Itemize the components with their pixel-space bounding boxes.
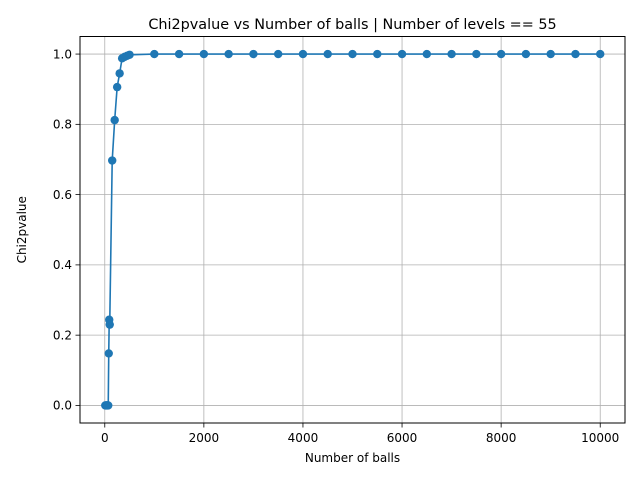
data-point xyxy=(496,49,506,59)
data-point xyxy=(472,49,481,59)
data-point xyxy=(596,49,605,59)
data-point xyxy=(104,349,113,358)
data-point xyxy=(571,49,580,59)
data-point xyxy=(249,49,258,59)
data-point xyxy=(150,49,159,59)
data-point xyxy=(323,49,332,59)
data-point xyxy=(104,401,113,410)
x-tick-label: 6000 xyxy=(387,431,418,445)
y-tick-label: 0.8 xyxy=(53,118,72,132)
x-tick-label: 4000 xyxy=(288,431,319,445)
x-axis: 0 2000 4000 6000 8000 10000 xyxy=(101,423,619,445)
data-point xyxy=(110,115,119,125)
data-point xyxy=(112,82,122,92)
y-axis: 0.0 0.2 0.4 0.6 0.8 1.0 xyxy=(53,47,80,413)
y-tick-label: 1.0 xyxy=(53,47,72,61)
data-point xyxy=(199,49,209,59)
x-tick-label: 2000 xyxy=(189,431,220,445)
marker-layer xyxy=(101,49,605,410)
data-point xyxy=(105,320,114,329)
x-tick-label: 8000 xyxy=(486,431,517,445)
data-point xyxy=(447,49,456,59)
data-point xyxy=(422,49,432,59)
data-point xyxy=(174,49,184,59)
data-point xyxy=(373,49,382,59)
data-point xyxy=(348,49,357,59)
chart-title: Chi2pvalue vs Number of balls | Number o… xyxy=(148,17,556,33)
plot-frame xyxy=(79,36,626,424)
y-tick-label: 0.4 xyxy=(53,258,72,272)
data-point xyxy=(397,49,407,59)
data-point xyxy=(115,69,124,78)
data-point xyxy=(546,49,555,59)
y-tick-label: 0.2 xyxy=(53,328,72,342)
x-axis-label: Number of balls xyxy=(305,451,400,465)
y-tick-label: 0.0 xyxy=(53,399,72,413)
y-tick-label: 0.6 xyxy=(53,188,72,202)
data-point xyxy=(125,50,134,59)
data-point xyxy=(298,49,308,59)
y-axis-label: Chi2pvalue xyxy=(15,196,29,263)
data-point xyxy=(224,49,233,59)
x-tick-label: 0 xyxy=(101,431,109,445)
x-tick-label: 10000 xyxy=(581,431,619,445)
data-point xyxy=(273,49,283,59)
data-point xyxy=(521,49,531,59)
data-point xyxy=(108,156,117,165)
